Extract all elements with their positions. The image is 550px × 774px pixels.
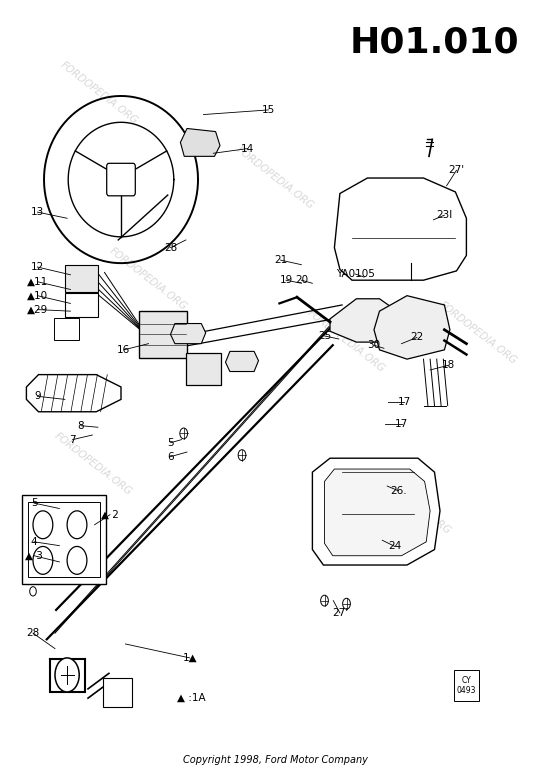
Text: H01.010: H01.010	[350, 26, 519, 60]
Text: 19: 19	[279, 276, 293, 285]
Circle shape	[33, 546, 53, 574]
Text: 20: 20	[295, 276, 308, 285]
Text: FORDOPEDIA.ORG: FORDOPEDIA.ORG	[438, 300, 519, 366]
FancyBboxPatch shape	[22, 495, 106, 584]
Text: ▲ 3: ▲ 3	[25, 551, 43, 560]
Text: FORDOPEDIA.ORG: FORDOPEDIA.ORG	[58, 60, 140, 126]
FancyBboxPatch shape	[107, 163, 135, 196]
Polygon shape	[226, 351, 258, 372]
FancyBboxPatch shape	[28, 502, 100, 577]
FancyBboxPatch shape	[65, 293, 98, 317]
Text: 26.: 26.	[390, 486, 406, 495]
Circle shape	[67, 546, 87, 574]
Text: ▲ 2: ▲ 2	[101, 510, 119, 519]
Circle shape	[55, 658, 79, 692]
Text: 27': 27'	[332, 608, 348, 618]
Text: 14: 14	[241, 144, 254, 153]
Text: 28: 28	[164, 243, 177, 252]
Text: YA0105: YA0105	[336, 269, 375, 279]
Text: 30: 30	[367, 341, 381, 350]
Text: 8: 8	[78, 421, 84, 430]
Polygon shape	[26, 375, 121, 412]
Text: 12: 12	[31, 262, 44, 272]
Text: 5: 5	[31, 498, 37, 508]
Text: 16: 16	[117, 345, 130, 354]
Text: 17: 17	[398, 398, 411, 407]
Polygon shape	[374, 296, 450, 359]
FancyBboxPatch shape	[186, 353, 221, 385]
FancyBboxPatch shape	[139, 311, 187, 358]
Polygon shape	[312, 458, 440, 565]
Text: 7: 7	[69, 435, 76, 444]
Circle shape	[343, 598, 350, 609]
Polygon shape	[47, 316, 342, 639]
Text: FORDOPEDIA.ORG: FORDOPEDIA.ORG	[372, 470, 453, 536]
Polygon shape	[330, 299, 395, 342]
Polygon shape	[334, 178, 466, 280]
FancyBboxPatch shape	[65, 265, 98, 292]
FancyBboxPatch shape	[103, 678, 132, 707]
Circle shape	[238, 450, 246, 461]
Circle shape	[33, 511, 53, 539]
Text: FORDOPEDIA.ORG: FORDOPEDIA.ORG	[108, 245, 189, 312]
Text: 1▲: 1▲	[183, 653, 197, 663]
Circle shape	[67, 511, 87, 539]
Text: ▲29: ▲29	[27, 305, 48, 314]
Text: 24: 24	[388, 542, 401, 551]
Text: 25: 25	[318, 331, 331, 341]
Text: 17: 17	[395, 420, 408, 429]
Circle shape	[30, 587, 36, 596]
Circle shape	[321, 595, 328, 606]
Text: 15: 15	[262, 105, 275, 115]
Text: 6: 6	[167, 452, 174, 461]
Text: 27': 27'	[448, 166, 465, 175]
FancyBboxPatch shape	[54, 318, 79, 340]
Text: Copyright 1998, Ford Motor Company: Copyright 1998, Ford Motor Company	[183, 755, 367, 765]
Text: 18: 18	[442, 361, 455, 370]
Text: ▲10: ▲10	[27, 291, 48, 300]
Polygon shape	[170, 324, 206, 344]
Text: 22: 22	[410, 333, 424, 342]
Text: FORDOPEDIA.ORG: FORDOPEDIA.ORG	[53, 431, 134, 498]
Text: ▲11: ▲11	[27, 277, 48, 286]
Text: ▲ :1A: ▲ :1A	[177, 694, 206, 703]
Text: 5: 5	[167, 438, 174, 447]
FancyBboxPatch shape	[454, 670, 478, 701]
Text: CY
0493: CY 0493	[456, 676, 476, 696]
Text: 23I: 23I	[436, 211, 453, 220]
Circle shape	[180, 428, 188, 439]
Text: FORDOPEDIA.ORG: FORDOPEDIA.ORG	[234, 145, 316, 211]
Text: 4: 4	[31, 537, 37, 546]
Polygon shape	[324, 469, 430, 556]
Text: 9: 9	[34, 392, 41, 401]
Polygon shape	[180, 128, 220, 156]
Text: 13: 13	[31, 207, 44, 217]
Text: 28: 28	[26, 628, 40, 638]
Text: 21: 21	[274, 255, 287, 265]
Text: FORDOPEDIA.ORG: FORDOPEDIA.ORG	[306, 307, 387, 374]
